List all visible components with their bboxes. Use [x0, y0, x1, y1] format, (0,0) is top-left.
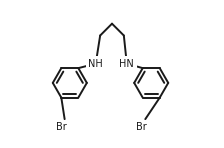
Text: Br: Br [136, 122, 147, 132]
Text: HN: HN [119, 59, 134, 69]
Text: NH: NH [88, 59, 103, 69]
Text: Br: Br [56, 122, 66, 132]
